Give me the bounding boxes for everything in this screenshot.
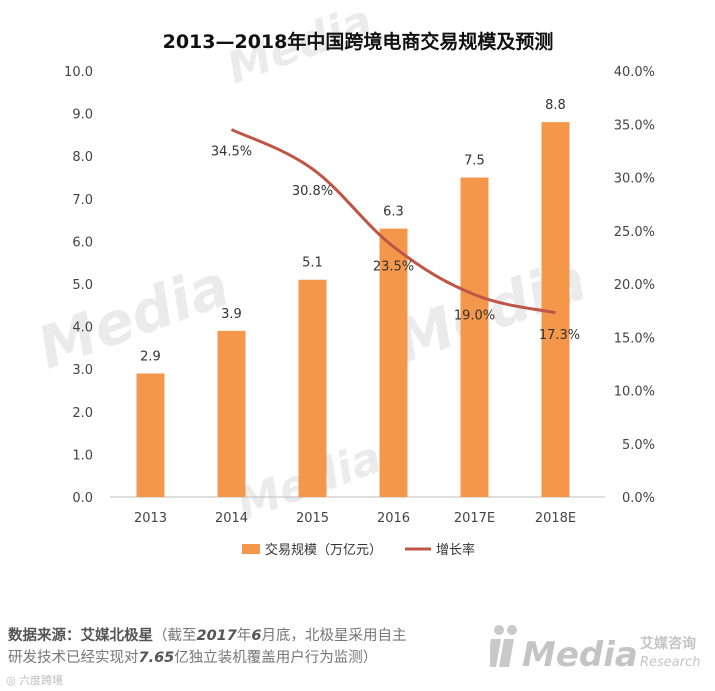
left-tick-label: 5.0 [72,278,93,293]
line-data-label: 34.5% [211,145,252,160]
logo-sub: Research [640,655,701,670]
bar-data-label: 6.3 [383,205,404,220]
right-tick-label: 30.0% [614,172,655,187]
imedia-logo: Media 艾媒咨询 Research [490,625,701,672]
bar-data-label: 3.9 [221,307,242,322]
x-tick-label: 2014 [215,511,248,526]
x-tick-label: 2017E [454,511,495,526]
bar [379,228,408,497]
left-tick-label: 10.0 [64,65,93,80]
right-tick-label: 15.0% [614,331,655,346]
left-tick-label: 9.0 [72,108,93,123]
right-tick-label: 10.0% [614,385,655,400]
bar-series [136,122,570,498]
bar-data-label: 5.1 [302,256,323,271]
source-count: 7.65 [138,650,175,666]
bar-labels: 2.9 3.9 5.1 6.3 7.5 8.8 [140,98,566,364]
right-tick-label: 5.0% [622,438,655,453]
source-month: 6 [251,628,262,644]
bar [136,373,165,497]
left-tick-label: 3.0 [72,363,93,378]
left-tick-label: 7.0 [72,193,93,208]
source-mid1: 年 [236,628,252,644]
legend-bar-label: 交易规模（万亿元） [265,542,382,558]
logo-cn: 艾媒咨询 [640,635,696,652]
x-tick-label: 2015 [296,511,329,526]
line-data-label: 30.8% [292,184,333,199]
x-tick-label: 2013 [134,511,167,526]
right-tick-label: 40.0% [614,65,655,80]
right-axis: 0.0% 5.0% 10.0% 15.0% 20.0% 25.0% 30.0% 35.0% 40… [614,65,655,506]
watermark-left: Media [29,251,238,382]
left-tick-label: 1.0 [72,448,93,463]
growth-rate-line [230,128,556,315]
left-tick-label: 8.0 [72,150,93,165]
chart-svg: Media Media Media Media 2013—2018年中国跨境电商… [29,0,655,558]
right-tick-label: 35.0% [614,118,655,133]
source-text-2: 研发技术已经实现对 [8,650,139,666]
weibo-text: 六度跨境 [19,674,64,687]
right-tick-label: 25.0% [614,225,655,240]
x-tick-label: 2018E [535,511,576,526]
line-data-label: 23.5% [373,260,414,275]
x-tick-label: 2016 [377,511,410,526]
bar [298,279,327,497]
source-mid2: 月底，北极星采用自主 [261,628,407,644]
logo-text: Media [522,635,638,672]
legend: 交易规模（万亿元） 增长率 [242,542,475,558]
bar [217,330,246,497]
right-tick-label: 0.0% [622,491,655,506]
legend-bar-swatch [242,544,260,554]
source-note: 数据来源：艾媒北极星（截至2017年6月底，北极星采用自主 研发技术已经实现对7… [8,625,478,669]
bar [460,177,489,497]
left-tick-label: 2.0 [72,406,93,421]
legend-line-label: 增长率 [436,542,475,558]
bar-data-label: 8.8 [545,98,566,113]
line-data-label: 17.3% [539,328,580,343]
left-axis: 0.0 1.0 2.0 3.0 4.0 5.0 6.0 7.0 8.0 9.0 10.0 [64,65,93,506]
source-prefix: 数据来源：艾媒北极星 [8,628,153,644]
source-text-1: （截至 [153,628,197,644]
bar-data-label: 7.5 [464,154,485,169]
line-data-label: 19.0% [454,309,495,324]
x-axis: 2013 2014 2015 2016 2017E 2018E [134,511,576,526]
weibo-watermark: ◎ 六度跨境 [6,674,64,687]
left-tick-label: 6.0 [72,235,93,250]
left-tick-label: 4.0 [72,321,93,336]
right-tick-label: 20.0% [614,278,655,293]
source-year: 2017 [196,628,237,644]
left-tick-label: 0.0 [72,491,93,506]
bar-data-label: 2.9 [140,349,161,364]
source-tail: 亿独立装机覆盖用户行为监测） [174,650,378,666]
line-labels: 34.5% 30.8% 23.5% 19.0% 17.3% [211,145,580,343]
chart-title: 2013—2018年中国跨境电商交易规模及预测 [163,30,554,53]
